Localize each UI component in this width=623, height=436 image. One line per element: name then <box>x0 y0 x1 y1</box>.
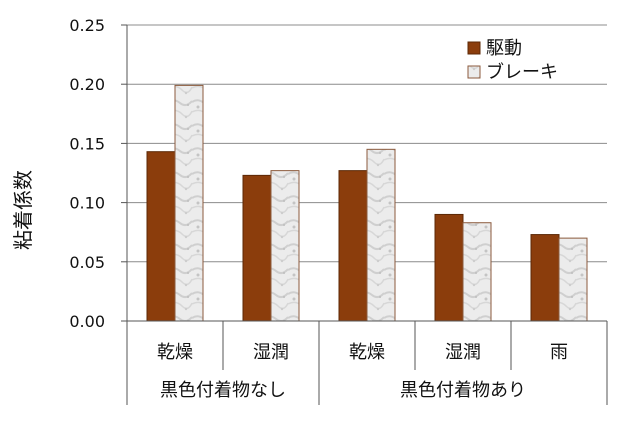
y-tick-label: 0.20 <box>69 75 105 94</box>
bar-drive <box>146 151 176 322</box>
legend-label: ブレーキ <box>486 61 558 83</box>
bar-brake <box>558 237 588 322</box>
bar-brake <box>270 170 300 322</box>
category-label: 雨 <box>550 342 568 363</box>
bar-drive <box>434 213 464 322</box>
bar-brake <box>174 84 204 322</box>
bar-drive <box>338 170 368 322</box>
category-label: 湿潤 <box>253 342 289 363</box>
legend-label: 駆動 <box>486 38 522 59</box>
category-labels: 乾燥 湿潤 乾燥 湿潤 雨 <box>157 342 568 363</box>
bar-brake <box>462 222 492 322</box>
y-axis-label: 粘着係数 <box>11 170 35 250</box>
bar-drive <box>242 174 272 322</box>
legend-swatch-drive <box>467 41 481 55</box>
group-label: 黒色付着物あり <box>400 380 526 401</box>
y-tick-label: 0.10 <box>69 194 105 213</box>
axes <box>121 24 608 405</box>
y-tick-label: 0.15 <box>69 134 105 153</box>
y-tick-label: 0.00 <box>69 312 105 331</box>
group-labels: 黒色付着物なし 黒色付着物あり <box>160 380 526 401</box>
category-label: 湿潤 <box>445 342 481 363</box>
bar-brake <box>366 148 396 322</box>
category-label: 乾燥 <box>349 342 385 363</box>
legend-swatch-brake <box>467 65 481 79</box>
category-label: 乾燥 <box>157 342 193 363</box>
y-tick-label: 0.25 <box>69 16 105 35</box>
bars <box>146 84 588 322</box>
y-tick-labels: 0.25 0.20 0.15 0.10 0.05 0.00 <box>69 16 105 331</box>
group-label: 黒色付着物なし <box>160 380 286 401</box>
y-tick-label: 0.05 <box>69 253 105 272</box>
bar-drive <box>530 234 560 322</box>
